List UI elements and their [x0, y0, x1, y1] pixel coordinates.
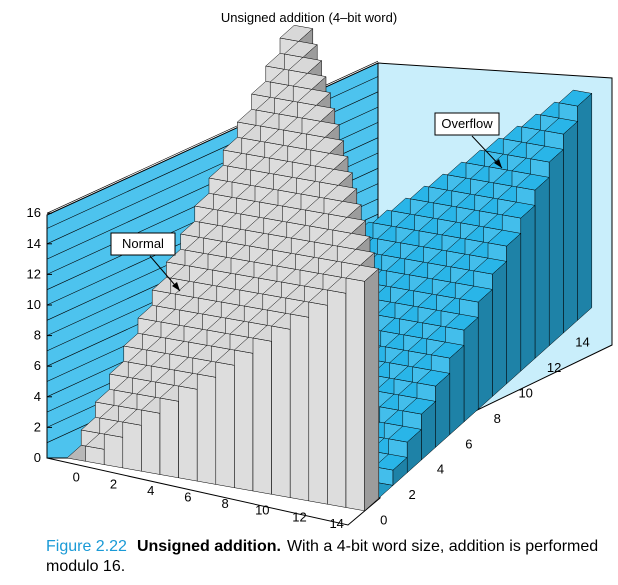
x-tick-label: 0: [73, 470, 80, 485]
bar-front-face: [215, 361, 235, 488]
x-tick-label: 10: [255, 503, 269, 518]
bar-top-face: [515, 173, 550, 191]
normal-annotation: Normal: [110, 232, 181, 292]
bar-top-face: [297, 89, 331, 106]
x-tick-label: 2: [110, 476, 117, 491]
bar-top-face: [332, 217, 367, 234]
z-tick-label: 2: [34, 419, 41, 434]
x-tick-label: 6: [184, 489, 191, 504]
bar-side-face: [463, 316, 479, 423]
chart-title: Unsigned addition (4–bit word): [221, 10, 397, 25]
overflow-label-box: [434, 112, 500, 136]
bar-front-face: [122, 421, 142, 472]
bar-top-face: [283, 41, 318, 58]
bar-top-face: [430, 341, 465, 359]
bar-front-face: [178, 385, 198, 482]
bar-top-face: [301, 105, 336, 122]
bar-top-face: [544, 117, 579, 135]
bar-top-face: [416, 369, 451, 387]
y-tick-label: 8: [494, 411, 501, 426]
bar-top-face: [444, 313, 479, 331]
bar-front-face: [345, 277, 365, 512]
bar-side-face: [577, 92, 593, 321]
z-tick-label: 10: [27, 297, 41, 312]
bar-top-face: [558, 89, 593, 107]
bar-top-face: [336, 233, 371, 250]
y-tick-label: 2: [408, 487, 415, 502]
bar-top-face: [530, 145, 564, 163]
bar-front-face: [308, 301, 328, 505]
y-tick-label: 12: [547, 360, 561, 375]
bar-top-face: [345, 265, 380, 282]
bar-top-face: [373, 453, 408, 471]
bar-top-face: [310, 137, 345, 154]
bar-side-face: [534, 176, 550, 359]
z-tick-label: 16: [27, 205, 41, 220]
z-tick-label: 0: [34, 450, 41, 465]
bars-group: [66, 25, 593, 512]
bar-top-face: [388, 425, 422, 443]
bar-side-face: [449, 344, 465, 436]
bar-front-face: [252, 337, 272, 495]
bar-top-face: [279, 25, 314, 42]
bar-front-face: [234, 349, 254, 492]
bar-front-face: [159, 397, 179, 479]
bar-top-face: [501, 201, 536, 219]
normal-arrowhead: [172, 282, 180, 291]
y-tick-label: 10: [518, 385, 532, 400]
normal-label-box: [110, 232, 176, 256]
y-tick-label: 0: [380, 512, 387, 527]
bar-front-face: [289, 313, 310, 502]
bar-side-face: [548, 148, 564, 347]
normal-bar: [345, 265, 380, 512]
bar-top-face: [327, 201, 362, 218]
bar-top-face: [323, 185, 358, 202]
y-tick-label: 6: [465, 436, 472, 451]
bar-front-face: [103, 433, 124, 469]
bar-front-face: [327, 289, 347, 508]
z-tick-label: 14: [27, 236, 41, 251]
bar-front-face: [141, 409, 161, 475]
y-tick-label: 14: [575, 335, 589, 350]
caption-number: Figure 2.22: [46, 538, 127, 555]
bar-side-face: [563, 120, 578, 334]
normal-label: Normal: [122, 236, 164, 251]
bar-top-face: [487, 229, 522, 247]
axes-group: 0 2 4 6 8 10 12 14 16 0 2 4 6 8 10 12 14 0 2 4 6 8 10 12 14: [27, 205, 590, 531]
bar-top-face: [292, 73, 327, 90]
z-tick-label: 6: [34, 358, 41, 373]
bar-front-face: [196, 373, 217, 485]
bar-front-face: [271, 325, 291, 498]
overflow-label: Overflow: [441, 116, 493, 131]
bar-top-face: [314, 153, 349, 170]
bar-side-face: [506, 232, 522, 385]
bar-top-face: [459, 285, 493, 303]
z-tick-label: 12: [27, 266, 41, 281]
bar-top-face: [473, 257, 508, 275]
overflow-arrowhead: [494, 159, 502, 168]
bar-side-face: [492, 260, 507, 398]
y-tick-label: 4: [437, 462, 444, 477]
x-tick-label: 4: [147, 483, 154, 498]
overflow-annotation: Overflow: [434, 112, 503, 169]
bar-top-face: [402, 397, 437, 415]
bar-side-face: [477, 288, 493, 410]
z-tick-label: 4: [34, 389, 41, 404]
z-tick-label: 8: [34, 328, 41, 343]
x-tick-label: 12: [292, 509, 306, 524]
bar-side-face: [520, 204, 536, 372]
bar-top-face: [319, 169, 353, 186]
bar-top-face: [305, 121, 340, 138]
bar-top-face: [341, 249, 375, 266]
caption-heading: Unsigned addition.: [136, 538, 281, 555]
bar-side-face: [364, 268, 380, 512]
bar-top-face: [288, 57, 323, 74]
figure-caption: Figure 2.22 Unsigned addition. With a 4-bi…: [46, 537, 606, 577]
caption-text: With a 4-bit word size, addition is perf…: [46, 538, 599, 575]
x-tick-label: 14: [329, 516, 343, 531]
x-tick-label: 8: [221, 496, 228, 511]
